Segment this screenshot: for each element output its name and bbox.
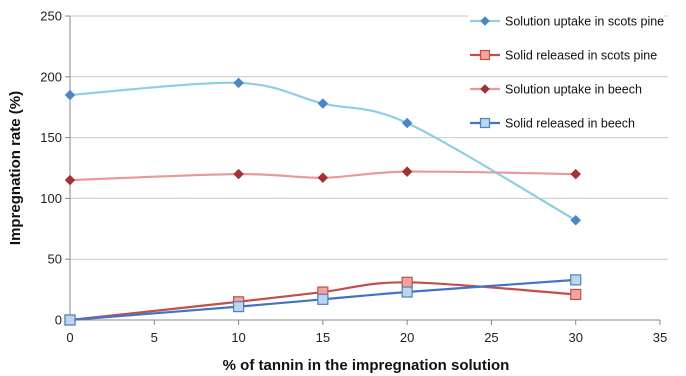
legend: Solution uptake in scots pine Solid relea… xyxy=(468,12,664,132)
x-tick-label: 0 xyxy=(66,330,73,345)
data-point xyxy=(401,276,413,288)
legend-item-bg xyxy=(468,80,664,98)
y-tick-label: 250 xyxy=(40,9,62,24)
y-axis-title: Impregnation rate (%) xyxy=(7,91,24,245)
data-point xyxy=(570,214,582,226)
series-3 xyxy=(64,166,582,186)
legend-swatch-marker xyxy=(480,16,490,26)
gridlines xyxy=(70,15,668,260)
x-tick-label: 10 xyxy=(231,330,245,345)
legend-label: Solid released in scots pine xyxy=(505,49,657,63)
data-point xyxy=(401,286,413,298)
legend-swatch-marker xyxy=(479,117,491,129)
x-tick-label: 20 xyxy=(400,330,414,345)
y-tick-label: 200 xyxy=(40,69,62,84)
y-tick-label: 100 xyxy=(40,191,62,206)
legend-item: Solid released in beech xyxy=(468,114,664,132)
axes: 0 50 100 150 200 250 0 5 10 15 20 25 30 35 xyxy=(40,9,667,346)
data-point xyxy=(317,98,329,109)
legend-label: Solution uptake in beech xyxy=(505,83,642,97)
legend-label: Solution uptake in scots pine xyxy=(505,15,664,29)
y-tick-label: 50 xyxy=(48,252,62,267)
data-point xyxy=(64,174,76,186)
legend-item-bg xyxy=(468,46,664,64)
x-tick-label: 15 xyxy=(316,330,330,345)
data-point xyxy=(233,168,244,180)
x-tick-label: 35 xyxy=(653,330,667,345)
legend-item-bg xyxy=(468,114,664,132)
series-1 xyxy=(64,77,582,226)
x-tick-label: 30 xyxy=(568,330,582,345)
x-tick-label: 25 xyxy=(484,330,498,345)
series-4 xyxy=(64,274,582,326)
legend-label: Solid released in beech xyxy=(505,117,635,131)
x-axis-title: % of tannin in the impregnation solution xyxy=(223,357,510,374)
data-point xyxy=(317,172,329,184)
legend-item: Solid released in scots pine xyxy=(468,46,664,64)
legend-item: Solution uptake in scots pine xyxy=(468,12,664,30)
y-tick-label: 150 xyxy=(40,130,62,145)
data-point xyxy=(570,168,582,180)
data-point xyxy=(233,77,244,89)
data-point xyxy=(64,314,76,326)
legend-item: Solution uptake in beech xyxy=(468,80,664,98)
data-point xyxy=(401,117,413,129)
data-point xyxy=(570,274,582,286)
x-tick-label: 5 xyxy=(151,330,158,345)
data-point xyxy=(570,288,582,301)
legend-swatch-marker xyxy=(479,49,491,61)
legend-item-bg xyxy=(468,12,664,30)
y-tick-label: 0 xyxy=(55,313,62,328)
data-point xyxy=(232,301,245,313)
legend-swatch-marker xyxy=(480,84,490,94)
data-point xyxy=(317,293,329,305)
data-point xyxy=(64,89,76,101)
series-group xyxy=(64,77,582,326)
data-point xyxy=(401,166,413,178)
